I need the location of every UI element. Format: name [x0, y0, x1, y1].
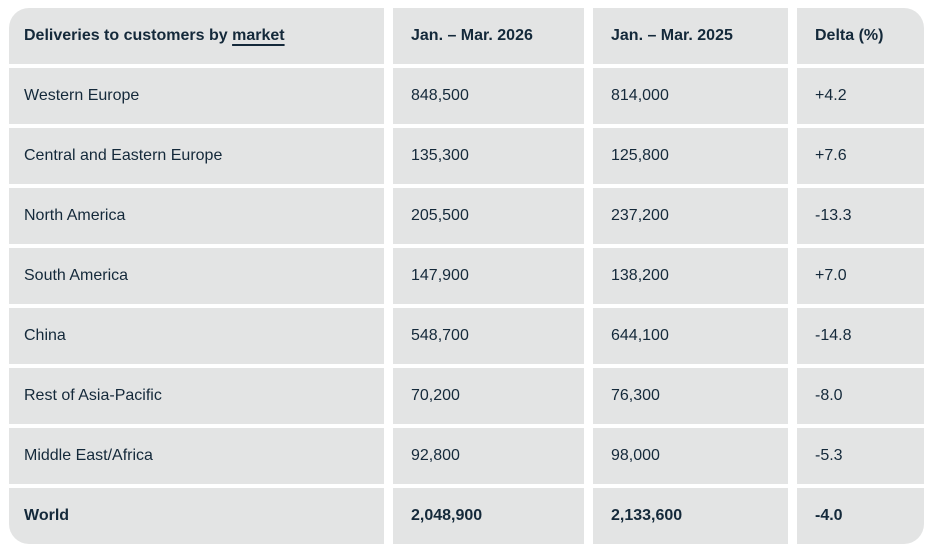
market-cell: Central and Eastern Europe — [9, 128, 384, 184]
value-2025-cell: 644,100 — [593, 308, 788, 364]
market-cell-world: World — [9, 488, 384, 544]
table-row: Western Europe 848,500 814,000 +4.2 — [9, 68, 924, 124]
table-total-row: World 2,048,900 2,133,600 -4.0 — [9, 488, 924, 544]
table-row: Rest of Asia-Pacific 70,200 76,300 -8.0 — [9, 368, 924, 424]
table-row: North America 205,500 237,200 -13.3 — [9, 188, 924, 244]
value-2026-cell-world: 2,048,900 — [393, 488, 584, 544]
delta-cell: +4.2 — [797, 68, 924, 124]
deliveries-table: Deliveries to customers by market Jan. –… — [0, 4, 933, 548]
value-2026-cell: 205,500 — [393, 188, 584, 244]
delta-cell: -14.8 — [797, 308, 924, 364]
market-cell: Middle East/Africa — [9, 428, 384, 484]
delta-cell: -13.3 — [797, 188, 924, 244]
market-cell: Western Europe — [9, 68, 384, 124]
table-row: South America 147,900 138,200 +7.0 — [9, 248, 924, 304]
delta-cell: -5.3 — [797, 428, 924, 484]
header-period-2025: Jan. – Mar. 2025 — [593, 8, 788, 64]
value-2025-cell-world: 2,133,600 — [593, 488, 788, 544]
value-2025-cell: 138,200 — [593, 248, 788, 304]
value-2025-cell: 814,000 — [593, 68, 788, 124]
value-2026-cell: 147,900 — [393, 248, 584, 304]
value-2026-cell: 848,500 — [393, 68, 584, 124]
header-market-cell: Deliveries to customers by market — [9, 8, 384, 64]
table-header-row: Deliveries to customers by market Jan. –… — [9, 8, 924, 64]
header-period-2026: Jan. – Mar. 2026 — [393, 8, 584, 64]
market-cell: Rest of Asia-Pacific — [9, 368, 384, 424]
delta-cell: +7.0 — [797, 248, 924, 304]
market-cell: China — [9, 308, 384, 364]
table-row: Middle East/Africa 92,800 98,000 -5.3 — [9, 428, 924, 484]
delta-cell: +7.6 — [797, 128, 924, 184]
value-2025-cell: 76,300 — [593, 368, 788, 424]
delta-cell-world: -4.0 — [797, 488, 924, 544]
table-row: Central and Eastern Europe 135,300 125,8… — [9, 128, 924, 184]
table-row: China 548,700 644,100 -14.8 — [9, 308, 924, 364]
market-cell: South America — [9, 248, 384, 304]
header-delta: Delta (%) — [797, 8, 924, 64]
value-2026-cell: 92,800 — [393, 428, 584, 484]
value-2025-cell: 125,800 — [593, 128, 788, 184]
value-2026-cell: 70,200 — [393, 368, 584, 424]
market-cell: North America — [9, 188, 384, 244]
value-2026-cell: 548,700 — [393, 308, 584, 364]
value-2025-cell: 98,000 — [593, 428, 788, 484]
header-market-text: Deliveries to customers by — [24, 27, 233, 44]
delta-cell: -8.0 — [797, 368, 924, 424]
value-2025-cell: 237,200 — [593, 188, 788, 244]
value-2026-cell: 135,300 — [393, 128, 584, 184]
market-link[interactable]: market — [232, 27, 285, 44]
